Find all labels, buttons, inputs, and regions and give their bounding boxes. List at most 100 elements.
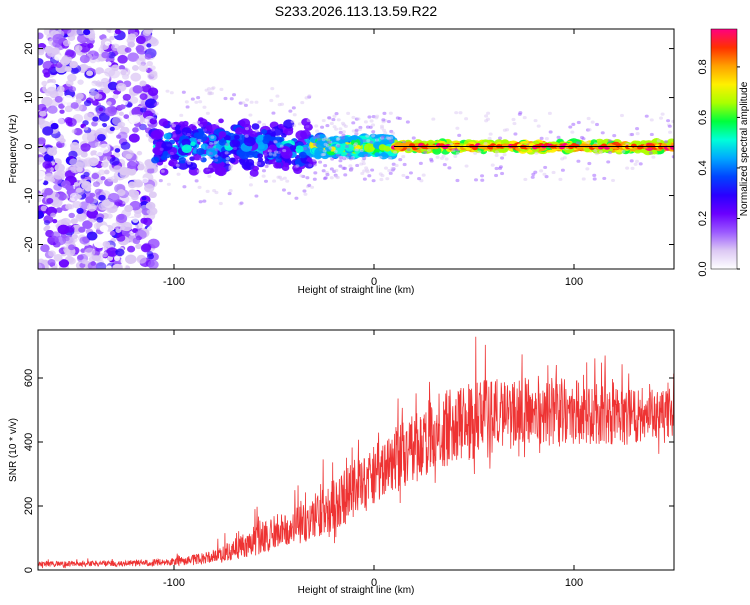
spectrogram-cell	[194, 179, 199, 183]
spectrogram-cell	[137, 164, 145, 171]
spectrogram-cell	[38, 170, 46, 180]
spectrogram-cell	[548, 130, 553, 134]
spectrogram-cell	[277, 123, 285, 129]
spectrogram-cell	[206, 145, 211, 149]
spectrogram-cell	[385, 177, 390, 181]
snr-y-ticks: 0 200 400 600	[23, 369, 674, 573]
spectrogram-cell	[121, 73, 130, 80]
spectrogram-cell	[321, 169, 326, 173]
spectrogram-cell	[494, 166, 499, 171]
spectrogram-cell	[190, 97, 195, 101]
spectrogram-cell	[494, 173, 499, 178]
spectrogram-cell	[257, 153, 264, 159]
spectrogram-cell	[87, 43, 94, 49]
spectrogram-cell	[634, 159, 639, 163]
spectrogram-cell	[289, 145, 297, 151]
spectrogram-cell	[405, 175, 410, 179]
spectrogram-cell	[371, 134, 376, 138]
colorbar-gradient	[710, 28, 738, 270]
spectrogram-cell	[72, 200, 82, 209]
spectrogram-cell	[297, 122, 302, 126]
spectrogram-cell	[139, 123, 147, 131]
spectrogram-cell	[79, 201, 90, 210]
spectrogram-cell	[104, 106, 117, 117]
spectrogram-cell	[44, 225, 51, 230]
spectrogram-cell	[51, 265, 58, 269]
spectrogram-cell	[592, 177, 597, 181]
spectrogram-cell	[313, 171, 318, 175]
spectrogram-cell	[367, 174, 372, 178]
spectrogram-cell	[271, 111, 276, 115]
spectrogram-cell	[505, 128, 510, 132]
spectrogram-cell	[94, 29, 104, 36]
spectrogram-cell	[581, 177, 586, 181]
spectrogram-cell	[64, 105, 73, 113]
spectrogram-cell	[85, 196, 94, 204]
spectrogram-cell	[440, 156, 445, 160]
spectrogram-cell	[224, 151, 229, 155]
spectrogram-cell	[181, 90, 186, 94]
spectrogram-cell	[63, 29, 72, 34]
spectrogram-cell	[343, 124, 348, 129]
colorbar-label: Normalized spectral amplitude	[739, 81, 750, 216]
spectrogram-cell	[254, 129, 259, 134]
spectrogram-cell	[207, 156, 212, 160]
spectrogram-cell	[243, 136, 256, 147]
spectrogram-cell	[89, 192, 96, 198]
spectrogram-cell	[113, 165, 123, 173]
spectrogram-cell	[69, 158, 78, 166]
spectrogram-cell	[390, 166, 395, 170]
spectrogram-cell	[666, 119, 671, 123]
spectrogram-cell	[119, 104, 126, 110]
spectrogram-cell	[92, 116, 99, 122]
spectrogram-cell	[321, 152, 326, 157]
spectrogram-cell	[444, 157, 449, 161]
spectrogram-cell	[111, 222, 120, 230]
spectrogram-cell	[544, 175, 549, 179]
colorbar-tick-label: 0.2	[697, 211, 709, 226]
spectrogram-cell	[218, 118, 224, 124]
spectrogram-cell	[261, 174, 266, 178]
spectrogram-cell	[542, 172, 547, 176]
spectrogram-cell	[398, 158, 403, 162]
spectrogram-cell	[576, 120, 581, 125]
spectrogram-cell	[146, 225, 158, 235]
snr-plot-area	[38, 330, 674, 570]
spectrogram-cell	[671, 119, 674, 124]
spectrogram-cell	[629, 159, 634, 163]
spectrogram-cell	[109, 230, 116, 236]
spectrogram-cell	[332, 125, 337, 129]
spectrogram-cell	[192, 122, 197, 126]
spectrogram-cell	[166, 182, 171, 186]
spectrogram-cell	[600, 131, 605, 135]
spectrogram-cell	[298, 151, 307, 159]
spectrogram-cell	[273, 150, 278, 154]
spectrogram-cell	[343, 173, 348, 177]
spectrogram-cell	[88, 35, 96, 41]
spectrogram-cell	[117, 189, 126, 197]
spectrogram-cell	[268, 158, 276, 165]
spectrogram-cell	[345, 144, 350, 149]
spectrogram-cell	[95, 67, 105, 75]
spectrogram-cell	[115, 82, 127, 92]
spectrogram-cell	[147, 260, 159, 269]
spectrogram-cell	[251, 123, 260, 130]
spectrogram-cell	[484, 114, 489, 118]
spectrogram-cell	[208, 151, 213, 156]
spectrogram-y-ticks: -20 -10 0 10 20	[23, 42, 674, 252]
spectrogram-cell	[70, 164, 81, 174]
spectrogram-cell	[76, 207, 84, 214]
spectrogram-cell	[47, 147, 58, 156]
spectrogram-cell	[312, 158, 317, 162]
spectrogram-cell	[158, 118, 169, 127]
spectrogram-cell	[60, 217, 71, 227]
spectrogram-cell	[606, 160, 611, 164]
spectrogram-cell	[329, 167, 334, 171]
spectrogram-cell	[116, 44, 129, 55]
spectrogram-cell	[447, 166, 452, 170]
spectrogram-cell	[483, 141, 488, 146]
spectrogram-cell	[630, 132, 635, 137]
spectrogram-cell	[101, 51, 110, 59]
spectrogram-cell	[81, 259, 88, 265]
spectrogram-cell	[213, 140, 218, 144]
